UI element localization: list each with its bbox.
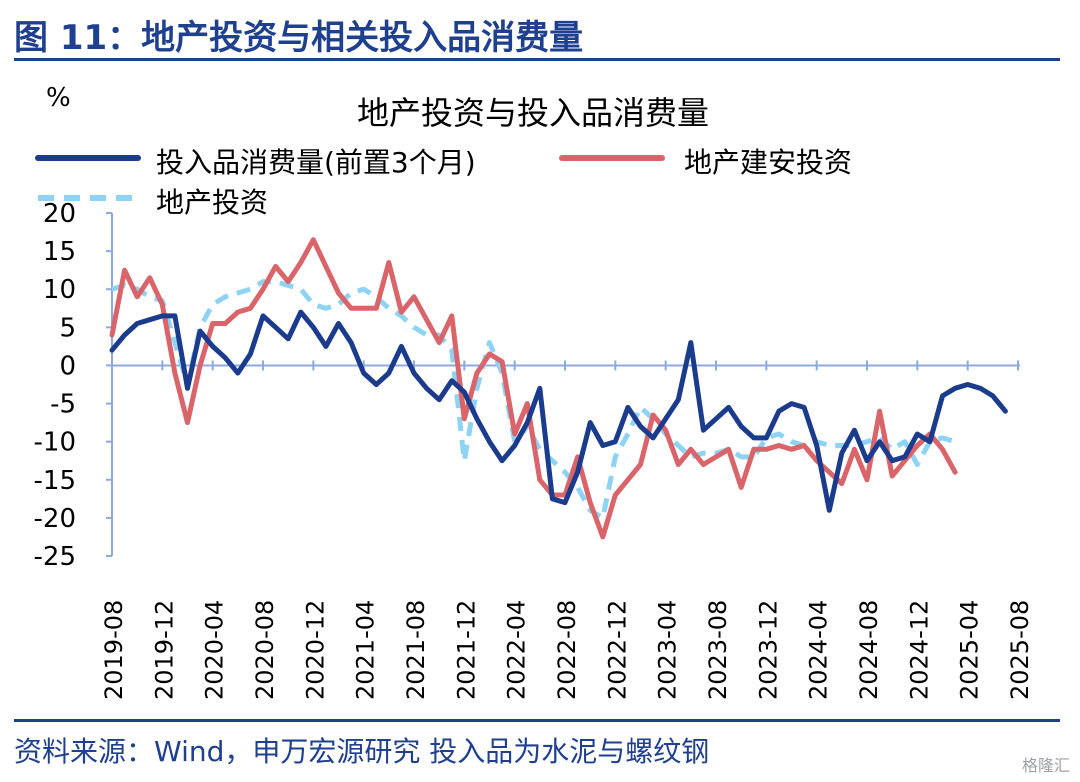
- figure-title: 图 11：地产投资与相关投入品消费量: [14, 18, 584, 58]
- y-tick-label: 20: [43, 199, 76, 229]
- x-tick-label: 2025-08: [1006, 600, 1034, 700]
- x-tick-label: 2023-12: [754, 600, 782, 700]
- x-tick-label: 2021-08: [402, 600, 430, 700]
- y-tick-label: -20: [34, 504, 76, 534]
- series-layer: [109, 237, 1008, 540]
- y-tick-label: -5: [50, 390, 76, 420]
- x-tick-label: 2019-12: [150, 600, 178, 700]
- y-tick-label: 5: [59, 313, 76, 343]
- legend-label-1: 地产建安投资: [684, 146, 852, 179]
- x-tick-label: 2024-12: [905, 600, 933, 700]
- x-tick-label: 2024-04: [805, 600, 833, 700]
- x-tick-label: 2024-08: [855, 600, 883, 700]
- title-rule: [14, 58, 1060, 61]
- x-tick-label: 2021-04: [352, 600, 380, 700]
- series-line-0: [109, 309, 1008, 513]
- series-line-1: [109, 237, 958, 540]
- y-tick-label: -15: [34, 466, 76, 496]
- y-axis-unit-label: %: [46, 83, 71, 113]
- source-note: 资料来源：Wind，申万宏源研究 投入品为水泥与螺纹钢: [14, 735, 710, 768]
- x-tick-label: 2022-04: [503, 600, 531, 700]
- x-tick-label: 2021-12: [452, 600, 480, 700]
- legend-label-2: 地产投资: [156, 186, 268, 219]
- y-axis-ticks: 20 15 10 5 0 -5 -10 -15 -20 -25: [34, 199, 113, 572]
- x-tick-label: 2019-08: [100, 600, 128, 700]
- x-tick-label: 2022-12: [603, 600, 631, 700]
- y-tick-label: -25: [34, 542, 76, 572]
- x-tick-label: 2020-12: [301, 600, 329, 700]
- x-tick-label: 2020-04: [201, 600, 229, 700]
- y-tick-label: 0: [59, 351, 76, 381]
- y-tick-label: -10: [34, 428, 76, 458]
- x-tick-label: 2023-08: [704, 600, 732, 700]
- line-chart: 20 15 10 5 0 -5 -10 -15 -20 -25 2019-08 2019-12 202…: [34, 83, 1034, 700]
- footer-rule: [14, 719, 1060, 722]
- watermark-text: 格隆汇: [1021, 756, 1070, 775]
- y-tick-label: 15: [43, 237, 76, 267]
- x-tick-label: 2023-04: [654, 600, 682, 700]
- y-tick-label: 10: [43, 275, 76, 305]
- x-axis: 2019-08 2019-12 2020-04 2020-08 2020-12 2021-…: [100, 360, 1034, 700]
- x-tick-label: 2020-08: [251, 600, 279, 700]
- x-tick-label: 2025-04: [956, 600, 984, 700]
- legend-label-0: 投入品消费量(前置3个月): [156, 146, 476, 179]
- chart-title: 地产投资与投入品消费量: [357, 94, 709, 132]
- x-tick-label: 2022-08: [553, 600, 581, 700]
